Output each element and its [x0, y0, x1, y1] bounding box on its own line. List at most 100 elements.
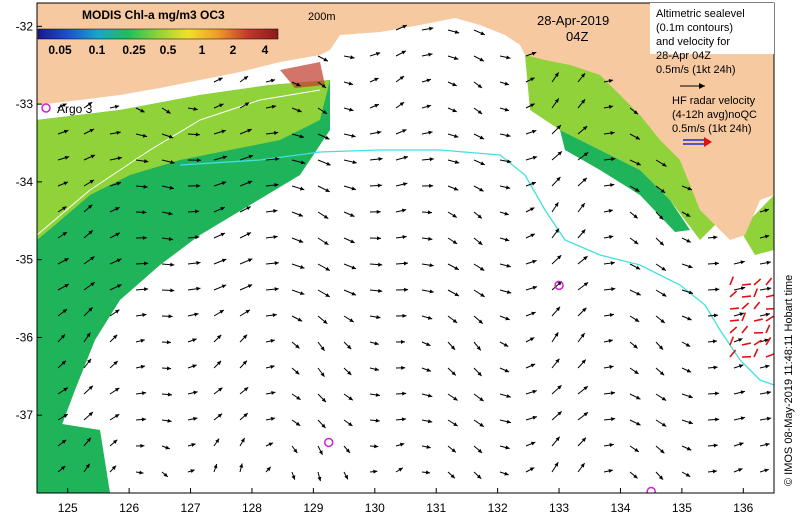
velocity-vector-head [403, 155, 409, 160]
velocity-vector-head [272, 313, 277, 318]
colorbar-tick-label: 2 [230, 43, 237, 57]
velocity-vector-head [167, 418, 172, 423]
velocity-vector-head [64, 155, 70, 160]
velocity-vector-head [766, 260, 771, 265]
velocity-vector-head [610, 417, 616, 422]
velocity-vector-head [344, 474, 348, 480]
velocity-vector-head [477, 371, 482, 377]
y-tick-label: -34 [16, 175, 34, 189]
velocity-vector-head [479, 135, 485, 140]
velocity-vector-head [659, 215, 664, 220]
velocity-vector-head [580, 99, 586, 104]
velocity-vector-head [376, 236, 382, 241]
velocity-vector-head [556, 125, 561, 130]
velocity-vector-head [352, 160, 357, 164]
velocity-vector-head [268, 442, 274, 447]
y-tick-label: -37 [16, 408, 34, 422]
colorbar-tick-label: 4 [262, 43, 269, 57]
velocity-vector-head [193, 390, 198, 395]
velocity-vector-head [194, 312, 199, 317]
velocity-vector-head [192, 338, 197, 343]
velocity-vector-head [505, 445, 510, 450]
velocity-vector-head [530, 363, 536, 368]
velocity-vector-head [610, 131, 615, 136]
velocity-vector-head [661, 396, 667, 401]
velocity-vector-head [554, 72, 559, 77]
velocity-vector-head [634, 447, 639, 452]
velocity-vector-head [635, 395, 641, 400]
velocity-vector-head [218, 387, 223, 392]
velocity-vector-head [556, 255, 562, 260]
velocity-vector-head [400, 339, 405, 344]
velocity-vector-head [555, 436, 560, 442]
velocity-vector-head [661, 422, 667, 427]
velocity-vector-head [608, 105, 614, 109]
velocity-vector-head [402, 182, 408, 187]
hf-radar-vector [729, 349, 737, 358]
velocity-vector-head [62, 206, 67, 211]
velocity-vector-head [323, 319, 328, 324]
velocity-vector-head [740, 390, 745, 395]
velocity-vector-head [321, 423, 326, 429]
legend-alt-line-2: (0.1m contours) [656, 22, 733, 34]
velocity-vector-head [660, 318, 665, 324]
argo-floats [323, 280, 656, 493]
velocity-vector-head [247, 284, 253, 289]
argo-float-marker [646, 486, 656, 493]
velocity-vector-head [114, 414, 120, 419]
velocity-vector-head [196, 261, 201, 265]
velocity-vector-head [168, 237, 174, 242]
velocity-vector-head [454, 30, 460, 34]
velocity-vector-head [659, 371, 665, 376]
velocity-vector-head [426, 104, 432, 109]
x-tick-label: 136 [733, 501, 753, 515]
argo-legend-label: Argo 3 [57, 102, 93, 116]
velocity-vector-head [240, 438, 245, 443]
hf-radar-vector [765, 353, 774, 358]
velocity-vector-head [169, 185, 174, 190]
velocity-vector-head [686, 368, 692, 373]
velocity-vector-head [271, 391, 276, 395]
velocity-vector-head [610, 391, 616, 396]
velocity-vector-head [580, 203, 585, 208]
velocity-vector-head [320, 346, 325, 351]
velocity-vector-head [196, 183, 201, 188]
velocity-vector-head [715, 417, 720, 422]
velocity-vector-head [142, 133, 148, 138]
velocity-vector-head [426, 342, 431, 346]
velocity-vector-head [318, 450, 323, 455]
velocity-vector-head [401, 417, 407, 422]
x-tick-label: 133 [549, 501, 569, 515]
velocity-vector-head [581, 359, 586, 364]
velocity-vector-head [141, 391, 147, 396]
chlorophyll-blob-high [280, 62, 325, 88]
velocity-vector-head [142, 235, 147, 240]
velocity-vector-head [215, 438, 220, 444]
velocity-vector-head [222, 155, 228, 160]
argo-float-marker [554, 280, 564, 291]
colorbar-title: MODIS Chl-a mg/m3 OC3 [82, 8, 225, 22]
velocity-vector-head [116, 130, 121, 135]
velocity-vector-head [554, 202, 559, 207]
velocity-vector-head [740, 416, 746, 421]
velocity-vector-head [658, 345, 664, 350]
velocity-vector-head [608, 78, 614, 83]
velocity-vector-head [60, 466, 66, 471]
legend-alt-arrowhead [699, 83, 705, 89]
velocity-vector-head [168, 134, 174, 139]
velocity-vector-head [402, 129, 407, 133]
velocity-vector-head [479, 397, 484, 402]
velocity-vector-head [477, 448, 483, 453]
velocity-vector-head [295, 370, 300, 375]
velocity-vector-head [557, 151, 562, 156]
velocity-vector-head [453, 422, 458, 427]
velocity-vector-head [425, 470, 431, 475]
velocity-vector-head [116, 284, 122, 289]
velocity-vector-head [583, 152, 589, 157]
velocity-vector-head [610, 183, 615, 188]
hf-radar-vector [741, 325, 749, 334]
velocity-vector-head [221, 181, 227, 186]
velocity-vector-head [608, 338, 613, 343]
velocity-vector-head [87, 102, 93, 107]
colorbar: MODIS Chl-a mg/m3 OC3 0.05 0.1 0.25 0.5 1 2 4 [37, 8, 279, 57]
